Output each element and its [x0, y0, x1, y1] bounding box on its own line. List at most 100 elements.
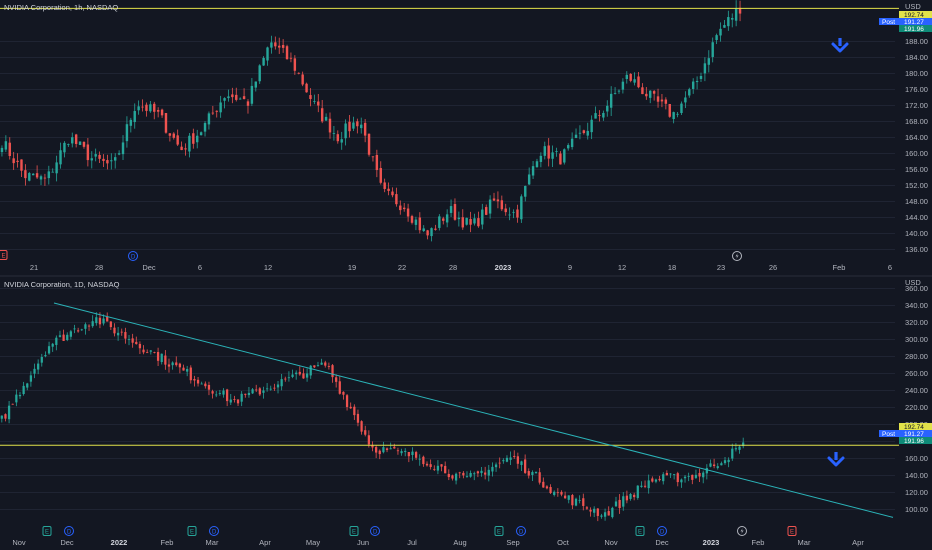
candle-body	[480, 470, 483, 474]
candle-body	[284, 378, 287, 380]
candle-body	[33, 368, 36, 374]
candle-body	[129, 119, 133, 126]
candle-body	[164, 113, 168, 133]
earnings-marker[interactable]: E	[187, 526, 197, 536]
candle-body	[711, 42, 714, 57]
candle-body	[481, 209, 484, 225]
candle-body	[285, 46, 289, 60]
dividend-marker[interactable]: D	[516, 526, 526, 536]
candle-body	[473, 473, 476, 475]
candle-body	[203, 123, 207, 132]
dividend-marker[interactable]: D	[657, 526, 667, 536]
candle-body	[309, 365, 312, 376]
bottom-grid	[0, 288, 895, 510]
candle-body	[618, 499, 621, 509]
bottom-chart-panel[interactable]: NVIDIA Corporation, 1D, NASDAQ USD 360.0…	[0, 278, 932, 547]
candle-body	[74, 134, 78, 144]
candle-body	[98, 154, 101, 159]
candle-body	[487, 469, 490, 476]
candle-body	[22, 385, 25, 395]
top-flash-icon[interactable]	[732, 251, 742, 261]
candle-body	[645, 93, 648, 97]
candle-body	[82, 141, 86, 147]
x-tick-label: Apr	[259, 538, 271, 547]
x-tick-label: 19	[348, 263, 356, 272]
candle-body	[77, 330, 80, 332]
dividend-marker[interactable]: D	[209, 526, 219, 536]
top-earnings-marker[interactable]: E	[0, 250, 8, 260]
candle-body	[0, 415, 3, 419]
x-tick-label: Mar	[206, 538, 219, 547]
earnings-marker[interactable]: E	[42, 526, 52, 536]
top-arrow-down-icon[interactable]	[831, 38, 849, 53]
candle-body	[69, 331, 72, 337]
candle-body	[527, 174, 531, 185]
x-tick-label: 2023	[703, 538, 720, 547]
candle-body	[278, 45, 281, 48]
top-dividend-marker[interactable]: D	[128, 251, 138, 261]
dividend-marker[interactable]: D	[64, 526, 74, 536]
candle-body	[117, 153, 121, 155]
candle-body	[505, 457, 509, 462]
bottom-price-axis[interactable]: 360.00 340.00 320.00 300.00 280.00 260.00 240.…	[905, 284, 928, 514]
candle-body	[712, 464, 716, 467]
candle-body	[702, 472, 705, 478]
candle-body	[658, 478, 661, 481]
candle-body	[382, 447, 385, 453]
candle-body	[66, 334, 69, 341]
candle-body	[367, 133, 371, 155]
candle-body	[549, 487, 552, 494]
earnings-marker[interactable]: E	[635, 526, 645, 536]
candle-body	[582, 498, 585, 506]
bottom-flash-icon[interactable]	[737, 526, 747, 536]
candle-body	[186, 369, 189, 372]
candle-body	[172, 133, 175, 138]
candle-body	[698, 472, 701, 477]
top-price-axis[interactable]: 188.00 184.00 180.00 176.00 172.00 168.00 164.…	[905, 37, 928, 254]
bottom-trend-line[interactable]	[53, 302, 894, 518]
candle-body	[305, 83, 308, 93]
candle-body	[436, 465, 440, 471]
candle-body	[67, 144, 70, 146]
candle-body	[694, 474, 698, 478]
candle-body	[55, 337, 58, 345]
candle-body	[12, 158, 15, 164]
earnings-marker[interactable]: E	[494, 526, 504, 536]
event-marker-text: D	[373, 529, 378, 535]
bottom-chart-title: NVIDIA Corporation, 1D, NASDAQ	[4, 280, 120, 289]
candle-body	[378, 450, 381, 455]
dividend-marker[interactable]: D	[370, 526, 380, 536]
event-marker-text: E	[45, 529, 49, 535]
candle-body	[109, 321, 112, 328]
candle-body	[4, 141, 8, 150]
event-marker-text: E	[352, 529, 356, 535]
top-chart-panel[interactable]: NVIDIA Corporation, 1h, NASDAQ USD 188.0…	[0, 0, 932, 272]
earnings-marker[interactable]: E	[349, 526, 359, 536]
x-tick-label: Sep	[506, 538, 519, 547]
bottom-arrow-down-icon[interactable]	[827, 452, 845, 467]
candle-body	[178, 363, 182, 368]
candle-body	[280, 379, 283, 387]
candle-body	[651, 478, 654, 482]
candle-body	[621, 81, 625, 90]
candle-body	[637, 76, 640, 88]
top-time-axis[interactable]: 21 28 Dec 6 12 19 22 28 2023 9 12 18 23 26 Feb 6	[30, 263, 892, 272]
candle-body	[71, 137, 74, 144]
x-tick-label: 6	[888, 263, 892, 272]
candle-body	[676, 113, 679, 115]
candle-body	[383, 182, 386, 189]
candle-body	[131, 338, 134, 343]
bottom-time-axis[interactable]: Nov Dec 2022 Feb Mar Apr May Jun Jul Aug Sep Oct Nov…	[12, 538, 864, 547]
bottom-currency-label: USD	[905, 278, 921, 287]
candle-body	[563, 495, 567, 499]
earnings-marker[interactable]: E	[787, 526, 797, 536]
top-currency-label: USD	[905, 2, 921, 11]
candle-body	[160, 109, 164, 116]
x-tick-label: Jun	[357, 538, 369, 547]
candle-body	[95, 317, 98, 324]
y-tick-label: 140.00	[905, 471, 928, 480]
candle-body	[142, 349, 145, 353]
top-earnings-marker-text: E	[2, 254, 6, 260]
bottom-post-label: Post	[882, 431, 895, 438]
